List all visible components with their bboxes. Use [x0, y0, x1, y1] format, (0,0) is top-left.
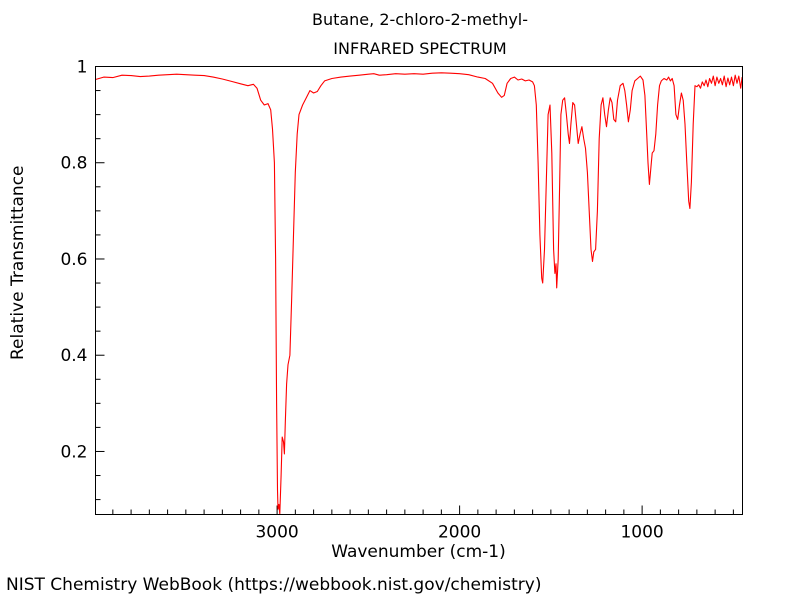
spectrum-line — [95, 72, 743, 515]
x-tick-label: 3000 — [255, 523, 298, 543]
plot-frame — [95, 66, 743, 515]
y-tick-label: 1 — [77, 58, 88, 78]
chart-title: Butane, 2-chloro-2-methyl- — [311, 10, 529, 29]
axis-ticks — [95, 66, 734, 515]
y-tick-label: 0.8 — [60, 154, 87, 174]
y-tick-label: 0.4 — [60, 346, 87, 366]
x-tick-label: 1000 — [620, 523, 663, 543]
chart-subtitle: INFRARED SPECTRUM — [333, 39, 507, 58]
y-tick-label: 0.2 — [60, 442, 87, 462]
x-axis-label: Wavenumber (cm-1) — [331, 542, 506, 562]
y-axis-label: Relative Transmittance — [8, 165, 28, 361]
y-tick-label: 0.6 — [60, 250, 87, 270]
x-tick-label: 2000 — [438, 523, 481, 543]
source-footer: NIST Chemistry WebBook (https://webbook.… — [6, 575, 542, 595]
tick-labels: 3000 2000 1000 0.2 0.4 0.6 0.8 1 — [60, 58, 663, 543]
